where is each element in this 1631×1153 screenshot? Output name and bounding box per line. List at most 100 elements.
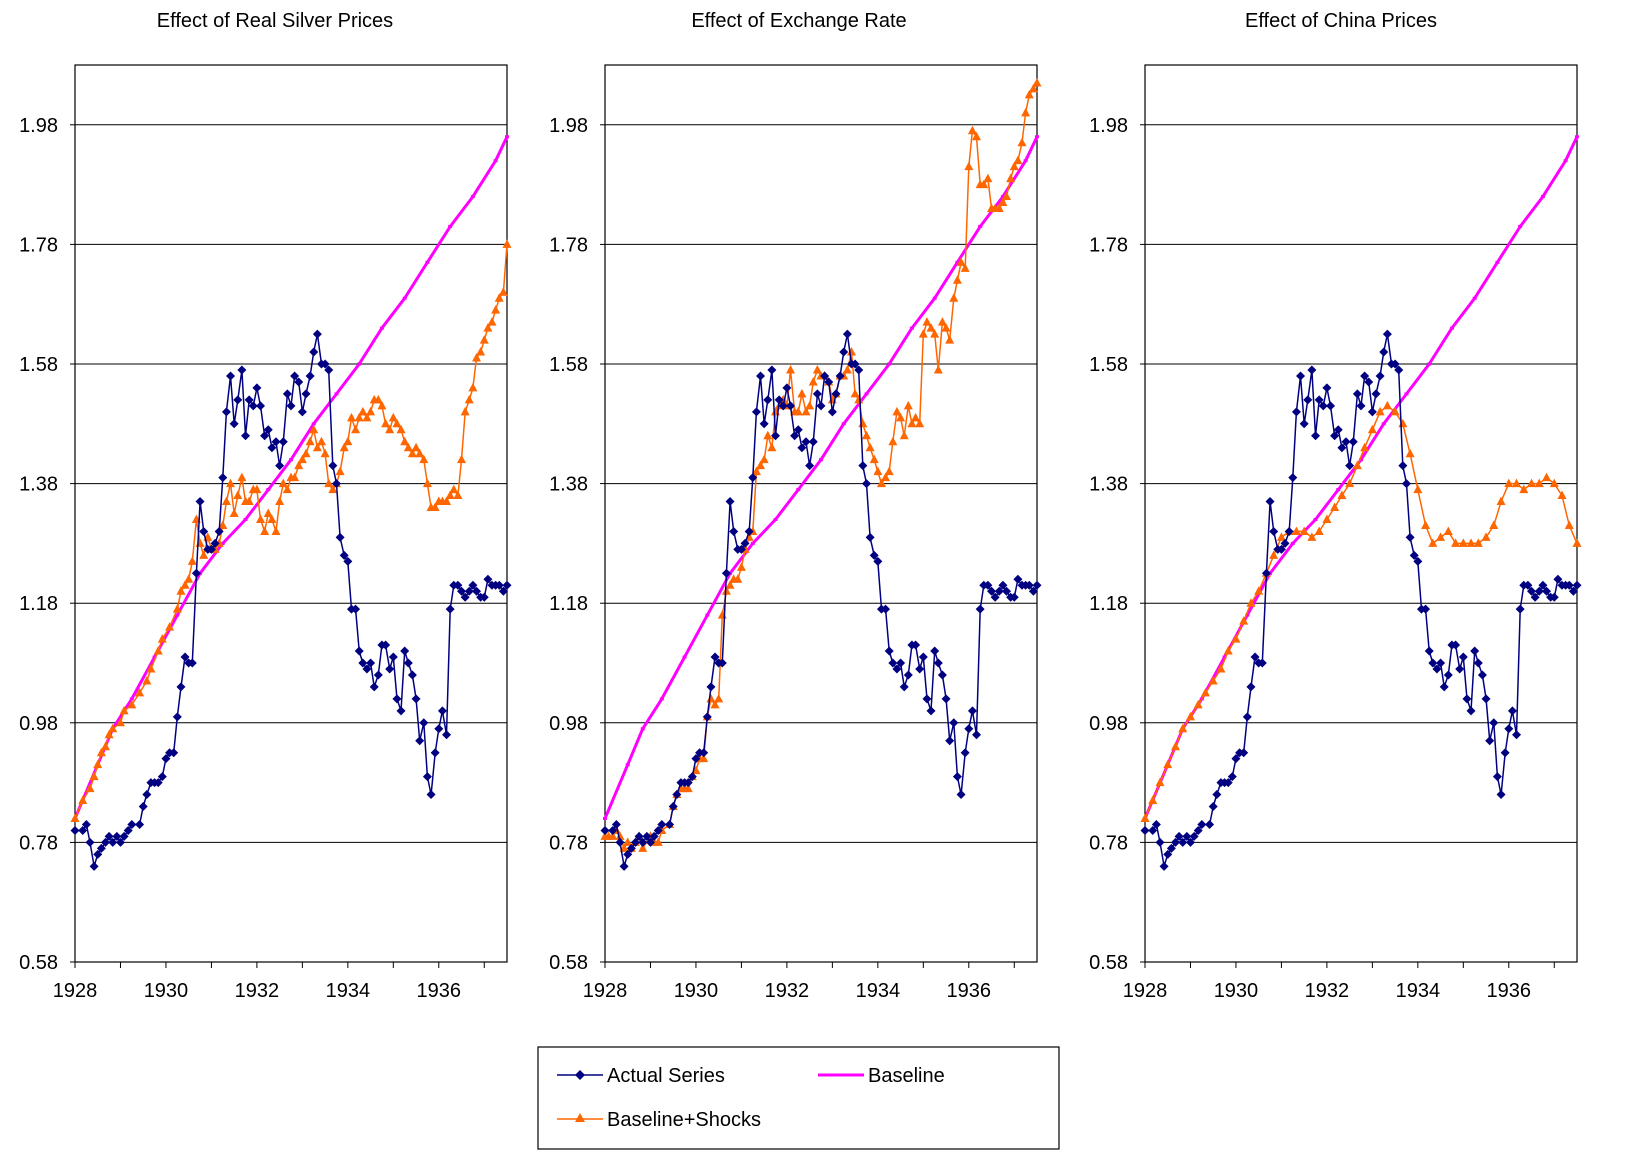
data-point-actual [945, 736, 955, 746]
data-point-actual [812, 389, 822, 399]
data-point-actual [1352, 389, 1362, 399]
plot-area [1144, 64, 1578, 963]
data-point-shocks [290, 472, 300, 482]
data-point-baseline [493, 159, 498, 163]
data-point-shocks [1367, 424, 1377, 434]
data-point-baseline [1290, 541, 1295, 545]
x-tick-label: 1936 [947, 980, 992, 1002]
y-tick-label: 1.18 [549, 593, 588, 615]
data-point-baseline [289, 458, 293, 462]
data-point-actual [479, 592, 489, 602]
data-point-shocks [941, 323, 951, 332]
data-point-actual [1534, 586, 1544, 596]
data-point-shocks [1428, 538, 1438, 547]
data-point-actual [89, 861, 99, 871]
data-point-actual [941, 694, 951, 704]
data-point-actual [888, 658, 898, 668]
data-point-shocks [979, 179, 989, 189]
data-point-actual [1148, 825, 1158, 835]
data-point-actual [691, 754, 701, 764]
data-point-shocks [1028, 83, 1038, 93]
data-point-shocks [854, 394, 864, 404]
data-point-actual [786, 401, 796, 411]
x-tick-label: 1928 [583, 980, 628, 1002]
data-point-actual [108, 837, 118, 847]
data-point-baseline [864, 392, 869, 396]
series-line-shocks [605, 82, 1038, 850]
data-point-actual [112, 831, 122, 841]
data-point-actual [1166, 843, 1176, 853]
data-point-actual [751, 407, 761, 417]
data-point-actual [354, 646, 364, 656]
data-point-shocks [903, 400, 913, 410]
data-point-baseline [1000, 195, 1005, 199]
data-point-actual [740, 538, 750, 548]
x-tick-label: 1936 [417, 980, 462, 1002]
data-point-shocks [275, 496, 285, 506]
data-point-actual [1322, 383, 1332, 393]
data-point-actual [1227, 772, 1237, 782]
data-point-actual [1318, 401, 1328, 411]
data-point-actual [85, 837, 95, 847]
data-point-baseline [819, 458, 823, 462]
data-point-actual [956, 790, 966, 800]
legend-actual-marker [575, 1070, 585, 1080]
data-point-shocks [115, 717, 125, 727]
series-shocks [1140, 400, 1582, 822]
data-point-actual [839, 347, 849, 357]
data-point-shocks [354, 412, 364, 422]
data-point-actual [385, 664, 395, 674]
data-point-actual [343, 556, 353, 566]
data-point-actual [267, 443, 277, 453]
data-point-actual [263, 425, 273, 435]
data-point-actual [464, 586, 474, 596]
data-point-shocks [1466, 538, 1476, 547]
data-point-actual [142, 790, 152, 800]
data-point-actual [1398, 461, 1408, 471]
data-point-shocks [911, 412, 921, 422]
data-point-actual [687, 772, 697, 782]
data-point-actual [396, 706, 406, 716]
data-point-actual [1299, 419, 1309, 429]
data-point-actual [653, 825, 663, 835]
data-point-shocks [153, 646, 163, 655]
data-point-actual [1360, 371, 1370, 381]
data-point-shocks [453, 490, 463, 500]
data-point-baseline [1495, 260, 1500, 264]
data-point-actual [1485, 736, 1495, 746]
data-point-actual [623, 849, 633, 859]
data-point-shocks [294, 460, 304, 470]
data-point-actual [328, 461, 338, 471]
data-point-actual [884, 646, 894, 656]
data-point-actual [294, 377, 304, 387]
data-point-baseline [796, 488, 801, 492]
x-tick-label: 1934 [326, 980, 371, 1002]
data-point-shocks [960, 263, 970, 272]
data-point-actual [1496, 790, 1506, 800]
chart-title: Effect of Exchange Rate [691, 10, 906, 32]
data-point-shocks [865, 442, 875, 452]
data-point-shocks [358, 406, 368, 416]
data-point-baseline [152, 655, 157, 659]
data-point-actual [600, 825, 610, 835]
data-point-shocks [1208, 675, 1218, 685]
data-point-actual [1405, 532, 1415, 542]
data-point-actual [1269, 526, 1279, 536]
data-point-actual [1530, 592, 1540, 602]
data-point-actual [831, 389, 841, 399]
data-point-actual [729, 526, 739, 536]
data-point-shocks [312, 442, 322, 452]
data-point-actual [896, 658, 906, 668]
data-point-actual [1443, 670, 1453, 680]
data-point-shocks [460, 406, 470, 416]
x-tick-label: 1932 [765, 980, 810, 1002]
data-point-shocks [850, 388, 860, 398]
data-point-actual [964, 724, 974, 734]
data-point-actual [1159, 861, 1169, 871]
data-point-shocks [808, 376, 818, 386]
data-point-shocks [267, 514, 277, 523]
data-point-actual [1462, 694, 1472, 704]
data-point-actual [1523, 580, 1533, 590]
data-point-actual [221, 407, 231, 417]
